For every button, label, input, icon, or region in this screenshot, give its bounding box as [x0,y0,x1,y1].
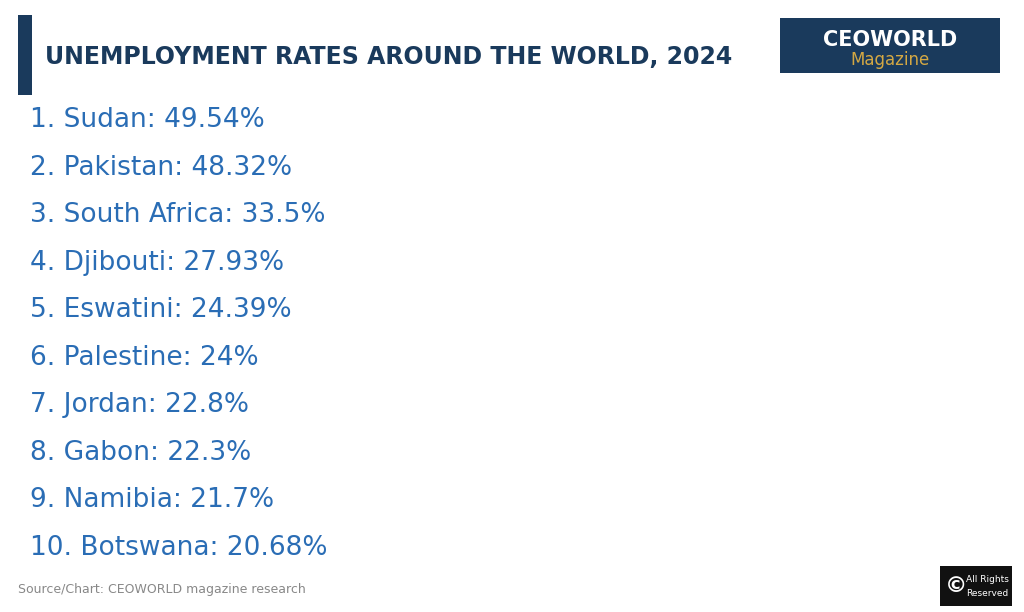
Text: Source/Chart: CEOWORLD magazine research: Source/Chart: CEOWORLD magazine research [18,583,306,597]
Text: 10. Botswana: 20.68%: 10. Botswana: 20.68% [30,535,328,561]
Text: 6. Palestine: 24%: 6. Palestine: 24% [30,345,259,371]
Text: UNEMPLOYMENT RATES AROUND THE WORLD, 2024: UNEMPLOYMENT RATES AROUND THE WORLD, 202… [45,45,732,69]
Bar [940,566,1012,606]
Text: CEOWORLD: CEOWORLD [823,30,957,50]
Text: All Rights: All Rights [966,575,1009,583]
Text: Magazine: Magazine [850,51,930,69]
Text: 1. Sudan: 49.54%: 1. Sudan: 49.54% [30,107,265,133]
Bar [780,18,1000,73]
Text: 7. Jordan: 22.8%: 7. Jordan: 22.8% [30,392,249,419]
Text: 3. South Africa: 33.5%: 3. South Africa: 33.5% [30,202,326,228]
Bar [18,15,32,95]
Text: Reserved: Reserved [966,589,1008,597]
Text: 8. Gabon: 22.3%: 8. Gabon: 22.3% [30,440,251,466]
Text: 2. Pakistan: 48.32%: 2. Pakistan: 48.32% [30,155,292,181]
Text: 4. Djibouti: 27.93%: 4. Djibouti: 27.93% [30,250,284,275]
Text: 5. Eswatini: 24.39%: 5. Eswatini: 24.39% [30,297,292,323]
Text: 9. Namibia: 21.7%: 9. Namibia: 21.7% [30,487,274,513]
Text: ©: © [945,576,968,596]
